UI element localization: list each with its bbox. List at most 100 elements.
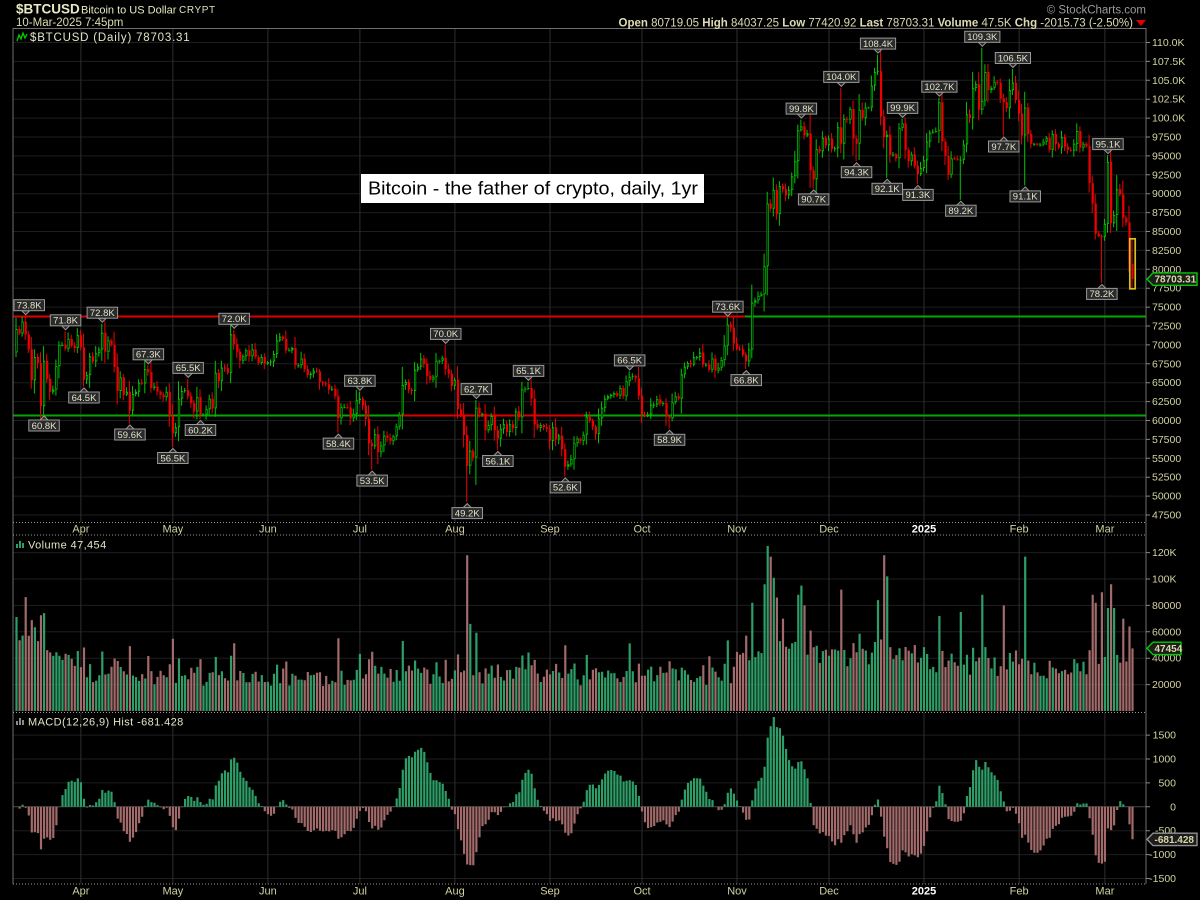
svg-text:105.0K: 105.0K [1152,75,1185,87]
svg-text:Bitcoin - the father of crypto: Bitcoin - the father of crypto, daily, 1… [368,179,698,199]
svg-text:2025: 2025 [912,524,936,536]
svg-text:95.1K: 95.1K [1096,139,1121,150]
svg-text:52500: 52500 [1152,472,1181,484]
svg-text:Feb: Feb [1010,524,1029,536]
svg-text:49.2K: 49.2K [455,508,480,519]
svg-text:Mar: Mar [1095,886,1114,898]
svg-text:99.8K: 99.8K [789,104,814,115]
svg-text:94.3K: 94.3K [844,168,869,179]
svg-text:90.7K: 90.7K [801,195,826,206]
svg-text:Aug: Aug [445,886,465,898]
svg-text:57500: 57500 [1152,434,1181,446]
svg-text:64.5K: 64.5K [72,393,97,404]
svg-text:70000: 70000 [1152,339,1181,351]
svg-text:-1500: -1500 [1149,873,1176,885]
svg-text:2025: 2025 [912,886,936,898]
svg-text:80000: 80000 [1152,600,1181,612]
svg-text:63.8K: 63.8K [347,376,372,387]
svg-text:92.1K: 92.1K [875,184,900,195]
svg-text:100.0K: 100.0K [1152,113,1185,125]
svg-text:72500: 72500 [1152,321,1181,333]
svg-text:65.1K: 65.1K [516,366,541,377]
svg-text:50000: 50000 [1152,491,1181,503]
svg-text:95000: 95000 [1152,150,1181,162]
svg-text:0: 0 [1170,801,1176,813]
svg-text:62.7K: 62.7K [464,384,489,395]
svg-text:58.4K: 58.4K [326,439,351,450]
svg-text:Volume 47,454: Volume 47,454 [28,540,107,552]
svg-text:72.8K: 72.8K [90,308,115,319]
svg-text:Feb: Feb [1010,886,1029,898]
svg-text:Aug: Aug [445,524,465,536]
svg-text:59.6K: 59.6K [117,430,142,441]
svg-text:20000: 20000 [1152,679,1181,691]
svg-text:55000: 55000 [1152,453,1181,465]
svg-text:102.5K: 102.5K [1152,94,1185,106]
svg-text:500: 500 [1158,777,1176,789]
svg-text:May: May [163,886,184,898]
svg-text:1500: 1500 [1153,730,1177,742]
svg-text:104.0K: 104.0K [826,72,857,83]
svg-text:102.7K: 102.7K [924,82,955,93]
svg-text:62500: 62500 [1152,396,1181,408]
svg-text:52.6K: 52.6K [553,483,578,494]
svg-text:73.8K: 73.8K [17,301,42,312]
svg-text:Open 80719.05 High 84037.25 Lo: Open 80719.05 High 84037.25 Low 77420.92… [619,18,1134,30]
svg-text:CRYPT: CRYPT [179,5,216,16]
svg-text:78703.31: 78703.31 [1155,275,1197,286]
svg-text:100K: 100K [1152,574,1177,586]
svg-text:47454: 47454 [1155,644,1183,655]
svg-text:66.8K: 66.8K [734,375,759,386]
svg-text:106.5K: 106.5K [998,53,1029,64]
svg-text:71.8K: 71.8K [53,316,78,327]
svg-text:Oct: Oct [633,524,650,536]
svg-text:-1000: -1000 [1149,849,1176,861]
svg-text:Nov: Nov [727,524,747,536]
svg-text:60000: 60000 [1152,626,1181,638]
svg-text:Sep: Sep [540,524,560,536]
svg-text:$BTCUSD (Daily) 78703.31: $BTCUSD (Daily) 78703.31 [30,32,190,44]
svg-text:Sep: Sep [540,886,560,898]
svg-text:56.5K: 56.5K [160,453,185,464]
svg-text:97.7K: 97.7K [991,142,1016,153]
svg-text:May: May [163,524,184,536]
svg-text:90000: 90000 [1152,188,1181,200]
svg-text:Apr: Apr [72,886,89,898]
svg-text:40000: 40000 [1152,653,1181,665]
svg-text:© StockCharts.com: © StockCharts.com [1047,5,1146,17]
svg-text:Dec: Dec [819,524,839,536]
svg-text:58.9K: 58.9K [657,435,682,446]
svg-text:75000: 75000 [1152,302,1181,314]
svg-text:60000: 60000 [1152,415,1181,427]
svg-text:87500: 87500 [1152,207,1181,219]
svg-text:Oct: Oct [633,886,650,898]
svg-text:Jul: Jul [353,524,367,536]
svg-text:-681.428: -681.428 [1155,835,1195,846]
svg-text:Jun: Jun [259,886,277,898]
svg-text:56.1K: 56.1K [485,456,510,467]
svg-text:91.1K: 91.1K [1013,192,1038,203]
svg-text:110.0K: 110.0K [1152,37,1185,49]
svg-text:120K: 120K [1152,547,1177,559]
svg-text:109.3K: 109.3K [967,32,998,43]
svg-text:107.5K: 107.5K [1152,56,1185,68]
svg-text:82500: 82500 [1152,245,1181,257]
svg-text:Nov: Nov [727,886,747,898]
svg-text:Apr: Apr [72,524,89,536]
svg-text:66.5K: 66.5K [617,356,642,367]
svg-text:85000: 85000 [1152,226,1181,238]
svg-text:10-Mar-2025 7:45pm: 10-Mar-2025 7:45pm [16,17,123,29]
svg-text:Jul: Jul [353,886,367,898]
svg-text:65000: 65000 [1152,377,1181,389]
svg-text:60.2K: 60.2K [188,425,213,436]
svg-text:70.0K: 70.0K [433,329,458,340]
svg-text:Bitcoin to US Dollar: Bitcoin to US Dollar [81,5,177,17]
svg-text:65.5K: 65.5K [176,363,201,374]
svg-text:MACD(12,26,9) Hist -681.428: MACD(12,26,9) Hist -681.428 [28,717,184,729]
svg-text:$BTCUSD: $BTCUSD [16,2,80,17]
svg-text:47500: 47500 [1152,510,1181,522]
svg-text:78.2K: 78.2K [1089,289,1114,300]
svg-text:1000: 1000 [1153,754,1177,766]
svg-text:Mar: Mar [1095,524,1114,536]
svg-text:108.4K: 108.4K [863,39,894,50]
